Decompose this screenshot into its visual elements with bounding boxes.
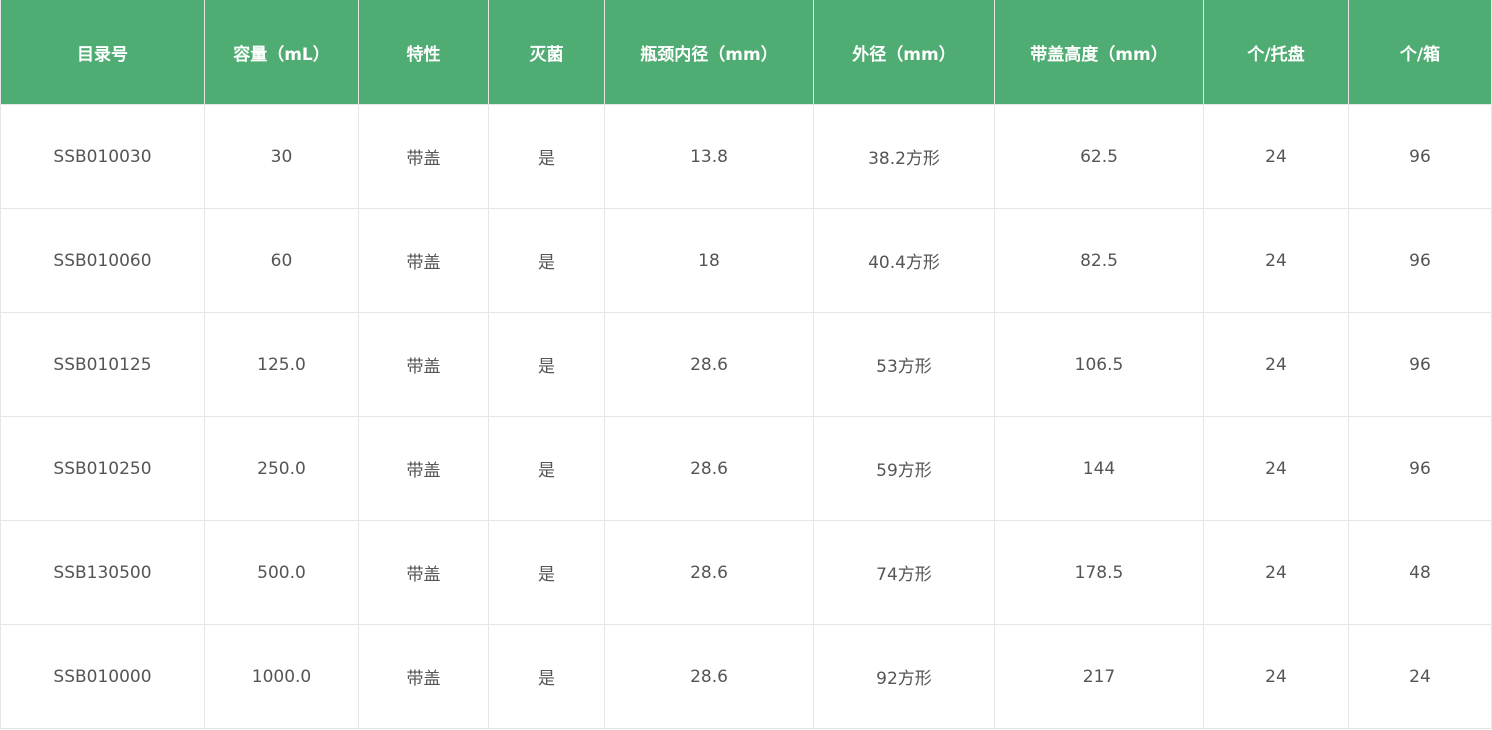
column-header: 特性 — [358, 0, 489, 105]
table-row: SSB010000 1000.0 带盖是 28.6 92方形 217 24 24 — [0, 624, 1492, 729]
table-cell: 是 — [488, 104, 605, 209]
table-cell: SSB010250 — [0, 416, 205, 521]
table-cell: 96 — [1348, 208, 1492, 313]
table-cell: 24 — [1203, 312, 1349, 417]
table-cell: 106.5 — [994, 312, 1204, 417]
table-cell: 178.5 — [994, 520, 1204, 625]
table-cell: 24 — [1203, 624, 1349, 729]
table-cell: 18 — [604, 208, 814, 313]
table-cell: 53方形 — [813, 312, 995, 417]
table-cell: 144 — [994, 416, 1204, 521]
table-cell: SSB010000 — [0, 624, 205, 729]
table-cell: SSB010030 — [0, 104, 205, 209]
table-cell: 是 — [488, 416, 605, 521]
table-cell: 24 — [1203, 416, 1349, 521]
table-cell: 28.6 — [604, 312, 814, 417]
table-cell: SSB130500 — [0, 520, 205, 625]
column-header: 目录号 — [0, 0, 205, 105]
table-cell: 28.6 — [604, 416, 814, 521]
table-cell: 带盖 — [358, 416, 489, 521]
table-cell: 带盖 — [358, 624, 489, 729]
table-cell: 28.6 — [604, 624, 814, 729]
column-header: 容量（mL） — [204, 0, 359, 105]
column-header: 个/托盘 — [1203, 0, 1349, 105]
table-cell: 82.5 — [994, 208, 1204, 313]
table-row: SSB010060 60 带盖是 18 40.4方形 82.5 24 96 — [0, 208, 1492, 313]
header-row: 目录号 容量（mL） 特性 灭菌 瓶颈内径（mm） 外径（mm） 带盖高度（mm） 个/托盘个… — [0, 0, 1492, 105]
table-cell: 带盖 — [358, 104, 489, 209]
column-header: 灭菌 — [488, 0, 605, 105]
table-cell: 是 — [488, 312, 605, 417]
table-cell: 24 — [1348, 624, 1492, 729]
table-cell: 62.5 — [994, 104, 1204, 209]
table-row: SSB010250 250.0 带盖是 28.6 59方形 144 24 96 — [0, 416, 1492, 521]
table-cell: 92方形 — [813, 624, 995, 729]
table-cell: 40.4方形 — [813, 208, 995, 313]
table-cell: 96 — [1348, 104, 1492, 209]
table-cell: 250.0 — [204, 416, 359, 521]
table-cell: 59方形 — [813, 416, 995, 521]
table-cell: 是 — [488, 208, 605, 313]
table-cell: 96 — [1348, 312, 1492, 417]
table-cell: 125.0 — [204, 312, 359, 417]
table-cell: SSB010060 — [0, 208, 205, 313]
column-header: 瓶颈内径（mm） — [604, 0, 814, 105]
table-cell: 是 — [488, 624, 605, 729]
table-cell: 30 — [204, 104, 359, 209]
table-cell: 1000.0 — [204, 624, 359, 729]
table-cell: 24 — [1203, 520, 1349, 625]
table-cell: 带盖 — [358, 208, 489, 313]
table-cell: 96 — [1348, 416, 1492, 521]
table-cell: 24 — [1203, 104, 1349, 209]
column-header: 个/箱 — [1348, 0, 1492, 105]
column-header: 带盖高度（mm） — [994, 0, 1204, 105]
table-cell: 74方形 — [813, 520, 995, 625]
table-cell: 38.2方形 — [813, 104, 995, 209]
column-header: 外径（mm） — [813, 0, 995, 105]
table-cell: 24 — [1203, 208, 1349, 313]
table-cell: 13.8 — [604, 104, 814, 209]
table-cell: 500.0 — [204, 520, 359, 625]
table-cell: 28.6 — [604, 520, 814, 625]
table-cell: 60 — [204, 208, 359, 313]
table-cell: 48 — [1348, 520, 1492, 625]
table-cell: SSB010125 — [0, 312, 205, 417]
table-row: SSB010125 125.0 带盖是 28.6 53方形 106.5 24 96 — [0, 312, 1492, 417]
table-cell: 带盖 — [358, 520, 489, 625]
table-cell: 是 — [488, 520, 605, 625]
table-row: SSB010030 30 带盖是 13.8 38.2方形 62.5 24 96 — [0, 104, 1492, 209]
table-cell: 217 — [994, 624, 1204, 729]
table-row: SSB130500 500.0 带盖是 28.6 74方形 178.5 24 48 — [0, 520, 1492, 625]
table-cell: 带盖 — [358, 312, 489, 417]
